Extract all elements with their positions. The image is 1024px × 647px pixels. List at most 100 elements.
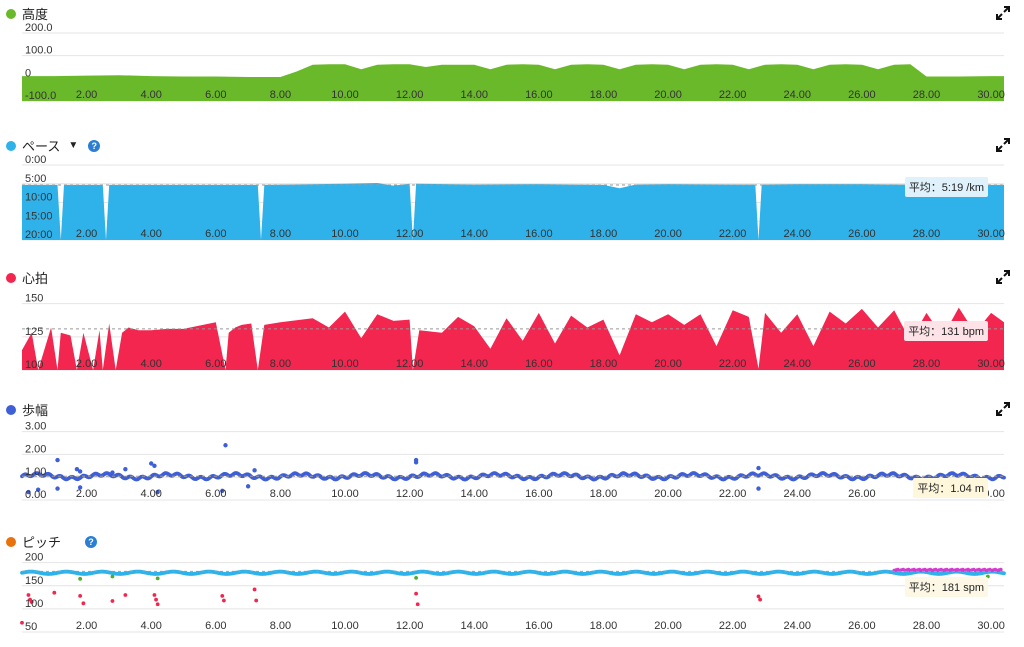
pace-x-tick-label: 20.00 <box>654 228 682 240</box>
cadence-x-tick-label: 16.00 <box>525 620 553 632</box>
stride-x-tick-label: 18.00 <box>590 488 618 500</box>
heart-rate-title: 心拍 <box>6 268 48 287</box>
expand-icon[interactable] <box>996 6 1010 20</box>
stride-x-tick-label: 8.00 <box>270 488 291 500</box>
hr-y-tick-label: 150 <box>25 293 43 305</box>
hr-x-tick-label: 18.00 <box>590 358 618 370</box>
cadence-x-tick-label: 26.00 <box>848 620 876 632</box>
elevation-legend-dot <box>6 8 16 19</box>
elev-x-tick-label: 24.00 <box>783 89 811 101</box>
elev-y-tick-label: 0 <box>25 67 31 79</box>
cadence-y-tick-label: 50 <box>25 621 37 633</box>
cadence-x-tick-label: 6.00 <box>205 620 226 632</box>
stride-outlier-point <box>152 463 157 468</box>
cadence-help-icon[interactable]: ? <box>85 535 98 548</box>
elev-chart: 200.0 100.0 0 -100.0 2.00 4.00 6.00 8.00 10.00 12… <box>22 22 1005 102</box>
hr-x-tick-label: 6.00 <box>205 358 226 370</box>
cadence-mid-point <box>110 574 115 579</box>
cadence-low-point <box>154 597 158 602</box>
cadence-y-tick-label: 200 <box>25 552 43 564</box>
stride-x-tick-label: 14.00 <box>460 488 488 500</box>
pace-x-tick-label: 12.00 <box>396 228 424 240</box>
stride-x-tick-label: 12.00 <box>396 488 424 500</box>
cadence-x-tick-label: 18.00 <box>590 620 618 632</box>
stride-x-tick-label: 6.00 <box>205 488 226 500</box>
stride-outlier-point <box>413 460 419 465</box>
hr-x-tick-label: 28.00 <box>913 358 941 370</box>
stride-x-tick-label: 26.00 <box>848 488 876 500</box>
stride-title: 歩幅 <box>6 400 48 419</box>
cadence-high-point <box>999 567 1003 572</box>
pace-x-tick-label: 16.00 <box>525 228 553 240</box>
hr-x-tick-label: 12.00 <box>396 358 424 370</box>
stride-outlier-point <box>123 467 128 472</box>
elevation-panel: 高度 200.0 100.0 0 -100.0 2.00 4.00 6.00 8.00 10.0… <box>0 0 1024 108</box>
hr-x-tick-label: 24.00 <box>783 358 811 370</box>
cadence-x-tick-label: 20.00 <box>654 620 682 632</box>
cadence-low-point <box>78 594 83 598</box>
stride-point <box>1002 475 1006 480</box>
elev-x-tick-label: 12.00 <box>396 89 424 101</box>
hr-chart: 150 125 100 2.00 4.00 6.00 8.00 10.00 12.00 14.00… <box>22 293 1005 371</box>
cadence-mid-point <box>78 576 83 581</box>
elev-y-tick-label: 100.0 <box>25 45 53 57</box>
elevation-title-label: 高度 <box>22 7 49 22</box>
elev-x-tick-label: 22.00 <box>719 89 747 101</box>
stride-outlier-point <box>252 468 257 473</box>
cadence-low-point <box>220 594 225 598</box>
hr-x-tick-label: 10.00 <box>331 358 359 370</box>
stride-x-tick-label: 22.00 <box>719 488 747 500</box>
pace-help-icon[interactable]: ? <box>88 139 101 152</box>
hr-x-tick-label: 2.00 <box>76 358 97 370</box>
cadence-x-tick-label: 22.00 <box>719 620 747 632</box>
pace-x-tick-label: 6.00 <box>205 228 226 240</box>
hr-x-tick-label: 14.00 <box>460 358 488 370</box>
pace-dropdown-caret[interactable]: ▼ <box>68 140 79 151</box>
stride-outlier-point <box>245 484 251 489</box>
cadence-low-point <box>52 590 57 595</box>
stride-x-tick-label: 2.00 <box>76 488 97 500</box>
cadence-low-point <box>29 600 34 604</box>
cadence-low-point <box>81 601 86 606</box>
hr-x-tick-label: 16.00 <box>525 358 553 370</box>
cadence-low-point <box>110 599 115 603</box>
cadence-x-tick-label: 28.00 <box>913 620 941 632</box>
pace-panel: ペース ▼ ? 0:00 5:00 10:00 15:00 20:00 2.00 4.00 6… <box>0 132 1024 244</box>
cadence-low-point <box>756 594 761 599</box>
pace-x-tick-label: 8.00 <box>270 228 291 240</box>
stride-outlier-point <box>77 469 83 474</box>
pace-x-tick-label: 30.00 <box>977 228 1005 240</box>
expand-icon[interactable] <box>996 402 1010 416</box>
expand-icon[interactable] <box>996 270 1010 284</box>
elev-x-tick-label: 20.00 <box>654 89 682 101</box>
pace-y-tick-label: 15:00 <box>25 210 53 222</box>
pace-x-tick-label: 2.00 <box>76 228 97 240</box>
cadence-y-tick-label: 100 <box>25 598 43 610</box>
hr-x-tick-label: 22.00 <box>719 358 747 370</box>
stride-y-tick-label: 0.00 <box>25 489 46 501</box>
cadence-mid-point <box>155 576 160 581</box>
stride-x-tick-label: 24.00 <box>783 488 811 500</box>
cadence-low-point <box>221 598 226 603</box>
hr-x-tick-label: 26.00 <box>848 358 876 370</box>
pace-title-label: ペース <box>22 139 61 154</box>
cadence-low-point <box>155 602 160 607</box>
hr-area-series <box>22 307 1004 370</box>
cadence-average-label: 平均：181 spm <box>904 577 988 598</box>
stride-y-tick-label: 2.00 <box>25 443 46 455</box>
cadence-legend-dot <box>6 536 16 547</box>
cadence-x-tick-label: 4.00 <box>140 620 161 632</box>
stride-title-label: 歩幅 <box>22 403 49 418</box>
expand-icon[interactable] <box>996 138 1010 152</box>
stride-outlier-point <box>110 470 115 475</box>
stride-outlier-point <box>220 488 225 494</box>
stride-x-tick-label: 10.00 <box>331 488 359 500</box>
pace-y-tick-label: 5:00 <box>25 173 46 185</box>
stride-outlier-point <box>35 487 41 492</box>
pace-y-tick-label: 0:00 <box>25 154 46 166</box>
cadence-point <box>1002 571 1006 576</box>
hr-y-tick-label: 100 <box>25 359 43 371</box>
elev-x-tick-label: 14.00 <box>460 89 488 101</box>
pace-x-tick-label: 22.00 <box>719 228 747 240</box>
hr-x-tick-label: 20.00 <box>654 358 682 370</box>
